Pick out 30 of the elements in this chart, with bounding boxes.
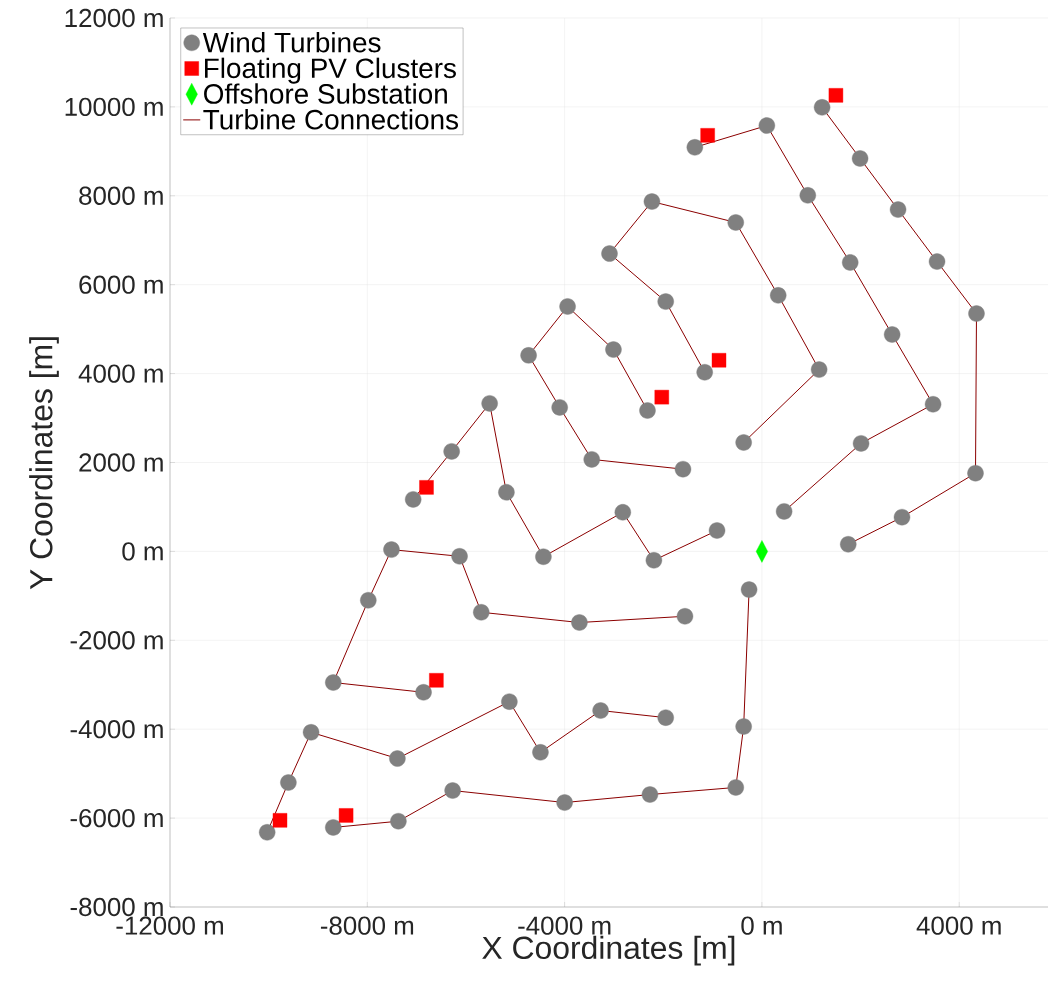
y-tick-label: 6000 m [79,275,163,294]
y-tick-label: 2000 m [79,453,163,472]
y-tick-label: 0 m [122,542,163,561]
y-tick-label: 12000 m [65,8,163,28]
point [711,353,727,368]
point [429,673,444,688]
y-tick-label: 4000 m [78,364,163,383]
y-axis-title: Y Coordinates [m] [29,337,59,590]
y-tick-label: 10000 m [65,97,163,117]
y-tick-label: -4000 m [70,720,163,739]
y-tick-label: -2000 m [70,631,163,650]
x-tick-label: 4000 m [916,916,1001,935]
x-tick-label: -4000 m [518,916,611,935]
legend-label: Turbine Connections [203,109,459,130]
y-tick-label: -8000 m [70,897,163,917]
x-tick-label: -8000 m [320,916,414,935]
x-axis-title: X Coordinates [m] [482,935,735,966]
point [338,808,354,823]
point [419,480,434,495]
x-tick-label: 0 m [741,916,782,935]
point [654,389,669,405]
legend-label: Floating PV Clusters [205,57,456,84]
x-tick-label: -12000 m [116,916,223,935]
point [828,88,844,103]
y-tick-label: 8000 m [79,186,163,205]
legend-label: Wind Turbines [202,31,381,53]
point [700,128,715,143]
legend-label: Offshore Substation [204,83,447,104]
y-tick-label: -6000 m [70,808,163,828]
point [272,813,288,828]
